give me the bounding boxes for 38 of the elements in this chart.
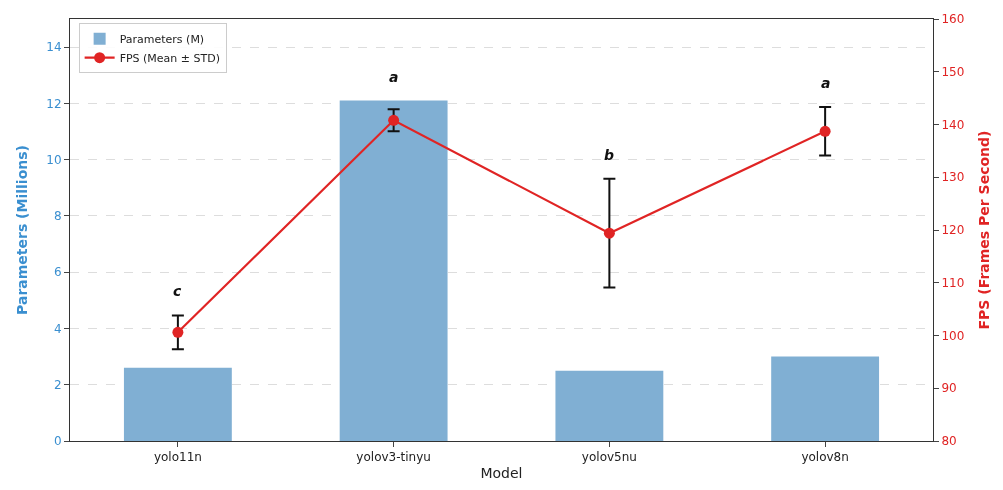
y-tick-label: 8 <box>53 209 62 224</box>
bar <box>555 370 664 441</box>
point <box>819 125 831 137</box>
x-axis-title: Model <box>480 464 523 481</box>
y2-tick-label: 90 <box>941 381 957 396</box>
x-tick-label: yolo11n <box>153 450 202 465</box>
point <box>172 326 184 338</box>
y-tick-label: 10 <box>46 152 62 167</box>
point <box>603 227 615 239</box>
y2-tick-label: 100 <box>941 328 965 343</box>
x-tick-label: yolov3-tinyu <box>356 450 431 465</box>
y-tick-label: 0 <box>53 434 62 449</box>
annotation: b <box>604 147 615 163</box>
bar <box>339 100 448 441</box>
y-tick-label: 6 <box>53 265 62 280</box>
y-tick-label: 12 <box>46 96 62 111</box>
point <box>388 114 400 126</box>
bar <box>771 356 880 441</box>
y-tick-label: 4 <box>53 321 62 336</box>
y2-tick-label: 140 <box>941 117 965 132</box>
y2-tick-label: 150 <box>941 64 965 79</box>
annotation: a <box>821 75 831 91</box>
y-tick-label: 14 <box>46 40 62 55</box>
y2-tick-label: 80 <box>941 434 957 449</box>
y-tick-label: 2 <box>53 377 62 392</box>
y2-tick-label: 110 <box>941 275 965 290</box>
y2-tick-label: 130 <box>941 170 965 185</box>
y2-axis-title: FPS (Frames Per Second) <box>975 130 992 330</box>
bar <box>123 367 232 441</box>
annotation: c <box>173 283 182 299</box>
legend-label: Parameters (M) <box>119 33 205 47</box>
y-axis-title: Parameters (Millions) <box>13 145 30 315</box>
legend-label: FPS (Mean ± STD) <box>119 52 221 66</box>
y2-tick-label: 120 <box>941 223 965 238</box>
x-tick-label: yolov5nu <box>581 450 637 465</box>
y2-tick-label: 160 <box>941 12 965 27</box>
annotation: a <box>389 69 399 85</box>
x-tick-label: yolov8n <box>801 450 849 465</box>
